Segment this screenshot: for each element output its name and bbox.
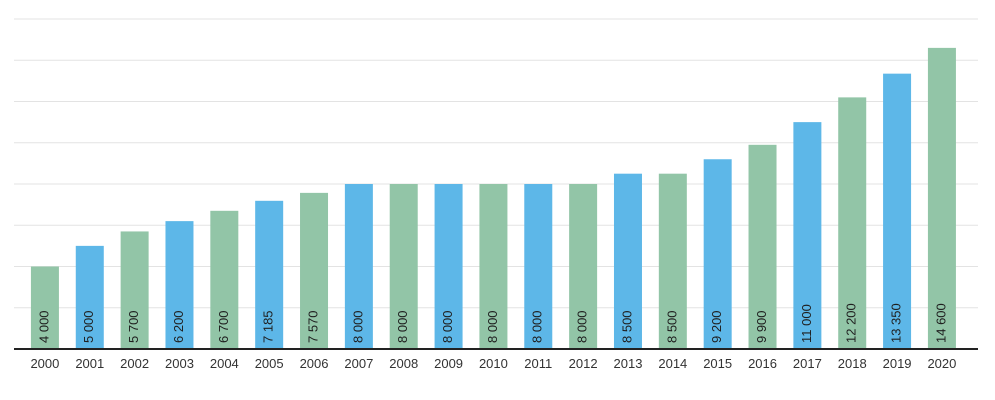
bar-2012	[569, 184, 598, 349]
x-tick-label-2018: 2018	[838, 356, 867, 371]
x-tick-label-2013: 2013	[614, 356, 643, 371]
x-tick-label-2011: 2011	[524, 356, 552, 371]
bar-value-label-2016: 9 900	[754, 310, 769, 343]
bar-value-label-2002: 5 700	[126, 310, 141, 343]
bar-value-label-2015: 9 200	[709, 310, 724, 343]
x-tick-label-2001: 2001	[75, 356, 104, 371]
bar-value-label-2005: 7 185	[261, 310, 276, 343]
bar-2000	[30, 266, 59, 349]
bar-2006	[300, 192, 329, 349]
bar-value-label-2009: 8 000	[440, 310, 455, 343]
x-tick-label-2004: 2004	[210, 356, 239, 371]
bars	[30, 47, 956, 349]
x-tick-label-2017: 2017	[793, 356, 822, 371]
bar-value-label-2017: 11 000	[799, 304, 814, 343]
bar-value-label-2011: 8 000	[530, 310, 545, 343]
bar-2015	[703, 159, 732, 349]
x-tick-label-2009: 2009	[434, 356, 463, 371]
bar-2007	[344, 184, 373, 349]
x-tick-label-2015: 2015	[703, 356, 732, 371]
x-tick-label-2014: 2014	[658, 356, 687, 371]
bar-value-label-2010: 8 000	[485, 310, 500, 343]
bar-2011	[524, 184, 553, 349]
bar-value-label-2014: 8 500	[664, 310, 679, 343]
x-tick-label-2005: 2005	[255, 356, 284, 371]
x-tick-label-2019: 2019	[883, 356, 912, 371]
x-tick-label-2003: 2003	[165, 356, 194, 371]
bar-2017	[793, 122, 822, 349]
bar-value-label-2012: 8 000	[575, 310, 590, 343]
bar-2003	[165, 221, 194, 349]
bar-2014	[658, 173, 687, 349]
bar-2004	[210, 210, 239, 349]
bar-2002	[120, 231, 149, 349]
bar-value-label-2020: 14 600	[933, 303, 948, 343]
bar-2013	[613, 173, 642, 349]
bar-value-label-2013: 8 500	[619, 310, 634, 343]
bar-value-label-2018: 12 200	[844, 303, 859, 343]
bar-2009	[434, 184, 463, 349]
bar-2008	[389, 184, 418, 349]
x-tick-label-2020: 2020	[927, 356, 956, 371]
bar-value-label-2000: 4 000	[36, 310, 51, 343]
bar-value-label-2007: 8 000	[350, 310, 365, 343]
x-tick-label-2007: 2007	[344, 356, 373, 371]
bar-value-label-2019: 13 350	[889, 303, 904, 343]
bar-value-label-2006: 7 570	[305, 310, 320, 343]
bar-2018	[838, 97, 867, 349]
bar-value-label-2008: 8 000	[395, 310, 410, 343]
x-tick-label-2012: 2012	[569, 356, 598, 371]
bar-2020	[927, 47, 956, 349]
bar-2010	[479, 184, 508, 349]
x-tick-label-2006: 2006	[300, 356, 329, 371]
bar-value-labels: 4 000 5 000 5 700 6 200 6 700 7 185 7 570 8 000…	[36, 303, 948, 343]
x-tick-label-2002: 2002	[120, 356, 149, 371]
x-tick-label-2000: 2000	[30, 356, 59, 371]
bar-value-label-2001: 5 000	[81, 310, 96, 343]
bar-2005	[255, 200, 284, 349]
x-tick-label-2010: 2010	[479, 356, 508, 371]
bar-2016	[748, 144, 777, 349]
x-tick-labels: 2000 2001 2002 2003 2004 2005 2006 2007 2008 2009…	[30, 356, 956, 371]
x-tick-label-2016: 2016	[748, 356, 777, 371]
bar-value-label-2004: 6 700	[216, 310, 231, 343]
bar-2001	[75, 245, 104, 349]
bar-2019	[883, 73, 912, 349]
bar-value-label-2003: 6 200	[171, 310, 186, 343]
x-tick-label-2008: 2008	[389, 356, 418, 371]
